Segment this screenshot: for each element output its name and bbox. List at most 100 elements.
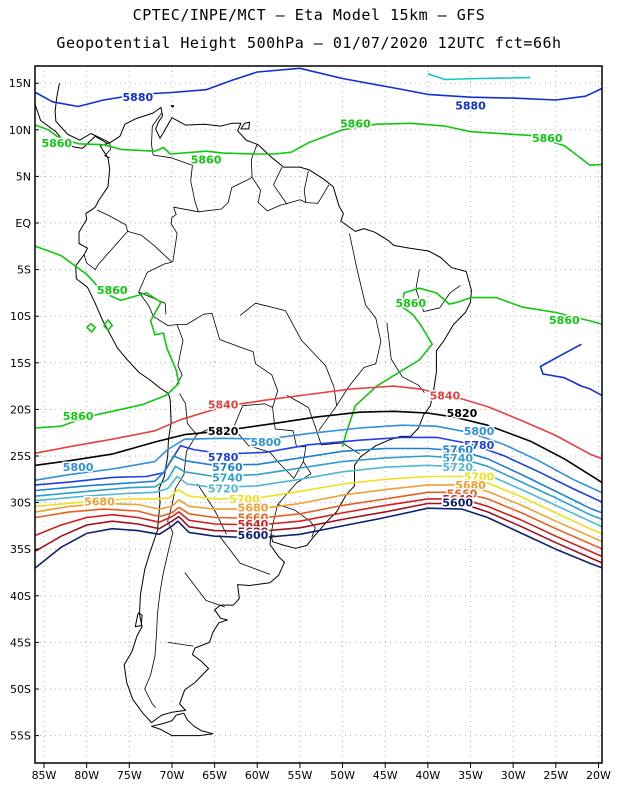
coastline [195,51,210,56]
country-border [170,206,199,263]
map-title-line2: Geopotential Height 500hPa – 01/07/2020 … [56,34,562,52]
map-frame [34,65,603,764]
contour-line-5860 [35,122,602,166]
map-title-line1: CPTEC/INPE/MCT – Eta Model 15km – GFS [132,6,486,24]
lat-tick-label: 15N [9,77,31,90]
coastlines-and-borders [35,38,472,737]
lat-tick-label: 30S [10,497,31,510]
lon-tick-label: 65W [202,769,227,782]
country-border [144,434,198,708]
contour-label: 5860 [41,137,72,150]
contour-label: 5880 [455,100,486,113]
contour-label: 5640 [238,518,269,531]
contour-label: 5800 [464,425,495,438]
contour-line-5600 [35,507,602,569]
contour-label: 5740 [442,452,473,465]
lon-tick-label: 60W [245,769,270,782]
contour-label: 5760 [212,461,243,474]
contour-label: 5720 [442,461,473,474]
contour-line-5620 [35,502,602,564]
contour-label: 5820 [447,407,478,420]
country-border [197,483,227,535]
contour-label: 5680 [238,501,269,514]
contour-label: 5860 [532,132,563,145]
contour-line-5780 [35,436,602,504]
contour-label: 5620 [238,525,269,538]
country-border [233,427,304,479]
country-border [318,233,382,432]
contour-line-5740 [35,455,602,521]
coastline [54,83,110,144]
axis-ticks: 85W 80W 75W 70W 65W 60W 55W 50W 45W 40W 35W 30W 25W 2… [9,77,611,782]
contour-label: 5860 [63,410,94,423]
lat-tick-label: 35S [10,543,31,556]
country-border [167,642,194,647]
contour-label: 5860 [340,117,371,130]
coastline [134,38,186,51]
contour-line-5680 [35,484,602,543]
coastline [170,105,175,108]
country-border [177,313,279,408]
country-border [239,302,337,406]
contour-line-5760 [35,447,602,514]
lon-tick-label: 45W [373,769,398,782]
country-border [175,324,184,388]
contour-label: 5780 [208,451,239,464]
lon-tick-label: 75W [117,769,142,782]
country-border [184,572,225,608]
contour-label: 5680 [455,479,486,492]
contour-line-5800 [35,424,602,494]
lat-tick-label: 10N [9,124,31,137]
contour-label: 5700 [464,471,495,484]
country-border [218,534,271,575]
contour-label: 5880 [123,91,154,104]
contour-line-5840 [35,385,602,460]
lon-tick-label: 70W [160,769,185,782]
contour-line-5640 [35,498,602,558]
contour-line-5860 [341,287,602,447]
coastline [134,612,143,628]
contour-label: 5720 [208,483,239,496]
lon-tick-label: 30W [501,769,526,782]
country-border [138,291,167,315]
contour-label: 5700 [229,493,260,506]
coastline [151,712,214,737]
lon-tick-label: 25W [543,769,568,782]
contour-label: 5600 [238,529,269,542]
contour-line-5720 [35,464,602,528]
country-border [138,261,178,326]
lat-tick-label: 55S [10,730,31,743]
contour-label: 5800 [63,461,94,474]
country-border [415,269,461,312]
coastline [75,106,472,724]
contour-line-5880 [539,343,602,397]
lat-tick-label: 50S [10,683,31,696]
contour-label: 5600 [442,497,473,510]
lat-tick-label: 25S [10,450,31,463]
country-border [386,322,425,393]
lat-tick-label: 45S [10,636,31,649]
lon-tick-label: 50W [330,769,355,782]
contour-label: 5840 [208,399,239,412]
coastline [240,121,251,130]
lat-tick-label: 5S [17,264,31,277]
contour-label: 5800 [250,436,281,449]
graticule [35,66,602,763]
contour-line-5660 [35,491,602,550]
lat-tick-label: 10S [10,310,31,323]
contour-label: 5660 [238,512,269,525]
lat-tick-label: 40S [10,590,31,603]
lon-tick-label: 35W [458,769,483,782]
lat-tick-label: EQ [15,217,31,230]
contour-label: 5640 [442,493,473,506]
lon-tick-label: 20W [586,769,611,782]
contour-label: 5760 [442,443,473,456]
lat-tick-label: 15S [10,357,31,370]
lon-tick-label: 55W [287,769,312,782]
contour-line-5860 [103,319,113,331]
contour-label: 5840 [430,389,461,402]
contour-label: 5860 [395,297,426,310]
lat-tick-label: 20S [10,403,31,416]
country-border [151,112,199,212]
country-border [198,143,258,213]
